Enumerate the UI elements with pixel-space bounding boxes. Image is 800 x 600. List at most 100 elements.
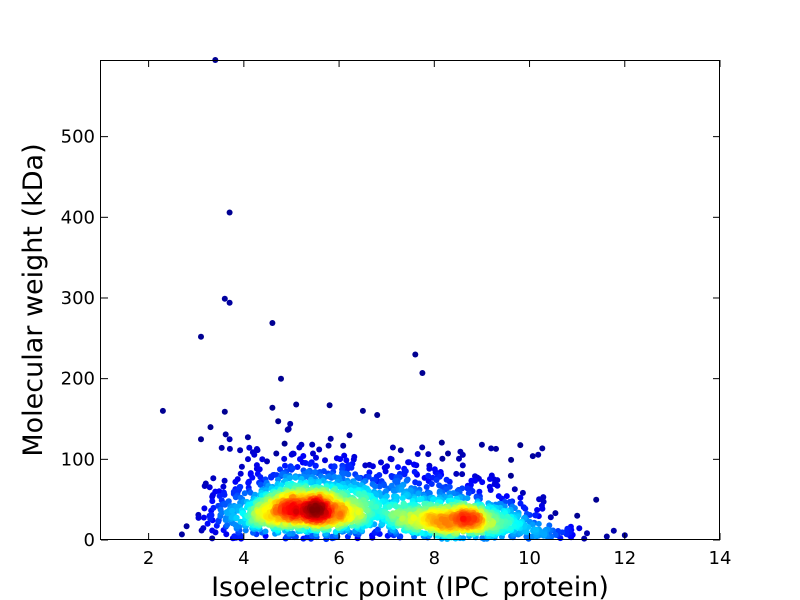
scatter-point xyxy=(343,457,350,464)
scatter-point xyxy=(415,490,422,497)
x-axis-ticks: 2 4 6 8 10 12 14 xyxy=(143,60,731,569)
scatter-point xyxy=(251,451,258,458)
x-tick-label: 8 xyxy=(429,548,440,569)
scatter-point xyxy=(470,516,477,523)
scatter-point xyxy=(249,474,256,481)
x-tick-label: 4 xyxy=(238,548,249,569)
scatter-point xyxy=(244,434,251,441)
scatter-point xyxy=(576,525,583,532)
scatter-point xyxy=(459,462,466,469)
scatter-point xyxy=(535,520,542,527)
scatter-point xyxy=(241,490,248,497)
x-tick-label: 2 xyxy=(143,548,154,569)
scatter-point xyxy=(376,483,383,490)
scatter-point xyxy=(200,514,207,521)
scatter-point xyxy=(464,495,471,502)
scatter-point xyxy=(416,496,423,503)
scatter-point xyxy=(436,482,443,489)
scatter-point xyxy=(486,483,493,490)
scatter-point xyxy=(359,407,366,414)
scatter-point xyxy=(441,516,448,523)
scatter-point xyxy=(289,465,296,472)
scatter-point xyxy=(584,530,590,537)
scatter-point xyxy=(322,457,328,464)
scatter-point xyxy=(507,472,514,479)
scatter-point xyxy=(340,442,347,449)
scatter-point xyxy=(397,447,404,454)
scatter-point xyxy=(369,463,376,470)
scatter-point xyxy=(262,528,269,535)
scatter-point xyxy=(539,505,546,512)
scatter-point xyxy=(519,489,526,496)
scatter-point xyxy=(327,435,334,442)
scatter-point xyxy=(232,494,239,501)
scatter-point xyxy=(374,412,381,418)
scatter-point xyxy=(275,418,282,425)
scatter-point xyxy=(310,450,316,457)
scatter-point xyxy=(226,445,233,452)
scatter-point xyxy=(210,475,217,482)
scatter-point xyxy=(593,496,600,503)
scatter-point xyxy=(603,533,610,540)
scatter-point xyxy=(200,525,207,532)
scatter-point xyxy=(221,408,228,415)
scatter-point xyxy=(337,456,344,463)
scatter-point xyxy=(517,442,524,449)
y-tick-label: 300 xyxy=(61,288,95,309)
scatter-point xyxy=(393,493,400,500)
scatter-point xyxy=(231,533,238,540)
data-points xyxy=(159,57,628,543)
scatter-point xyxy=(209,527,216,534)
scatter-point xyxy=(257,481,264,488)
scatter-point xyxy=(487,476,493,482)
scatter-point xyxy=(412,351,419,358)
scatter-point xyxy=(438,439,445,446)
scatter-point xyxy=(430,496,436,503)
scatter-point xyxy=(232,478,239,485)
scatter-point xyxy=(443,476,450,483)
scatter-point xyxy=(226,209,233,216)
y-tick-label: 100 xyxy=(61,449,95,470)
scatter-point xyxy=(221,491,228,498)
scatter-point xyxy=(339,470,346,477)
scatter-point xyxy=(159,407,166,414)
scatter-point xyxy=(269,404,276,411)
y-axis-label: Molecular weight (kDa) xyxy=(18,143,49,456)
scatter-point xyxy=(341,452,348,459)
scatter-point xyxy=(245,456,251,463)
scatter-point xyxy=(224,522,231,528)
scatter-point xyxy=(255,508,262,515)
scatter-point xyxy=(206,484,213,491)
scatter-point xyxy=(313,454,319,461)
scatter-point xyxy=(209,535,216,542)
x-tick-label: 12 xyxy=(613,548,636,569)
scatter-point xyxy=(581,535,588,542)
scatter-point xyxy=(198,333,204,340)
scatter-point xyxy=(201,483,208,489)
scatter-point xyxy=(292,474,299,481)
scatter-point xyxy=(459,471,466,478)
scatter-point xyxy=(246,444,253,451)
scatter-point xyxy=(511,486,518,493)
scatter-point xyxy=(238,463,245,470)
scatter-point xyxy=(204,520,211,527)
scatter-point xyxy=(464,485,471,492)
scatter-point xyxy=(287,420,294,427)
scatter-point xyxy=(381,464,388,471)
scatter-point xyxy=(221,295,228,302)
x-axis-label: Isoelectric point (IPC_protein) xyxy=(211,572,609,600)
scatter-point xyxy=(476,488,483,495)
scatter-point xyxy=(225,498,232,505)
scatter-point xyxy=(536,496,543,503)
scatter-point xyxy=(218,444,225,451)
scatter-point xyxy=(445,450,451,457)
scatter-point xyxy=(273,450,280,457)
scatter-point xyxy=(275,476,281,483)
scatter-point xyxy=(411,468,418,475)
scatter-point xyxy=(221,477,228,484)
scatter-point xyxy=(253,446,260,452)
scatter-point xyxy=(242,527,249,534)
scatter-point xyxy=(306,461,313,467)
scatter-point xyxy=(428,481,435,487)
